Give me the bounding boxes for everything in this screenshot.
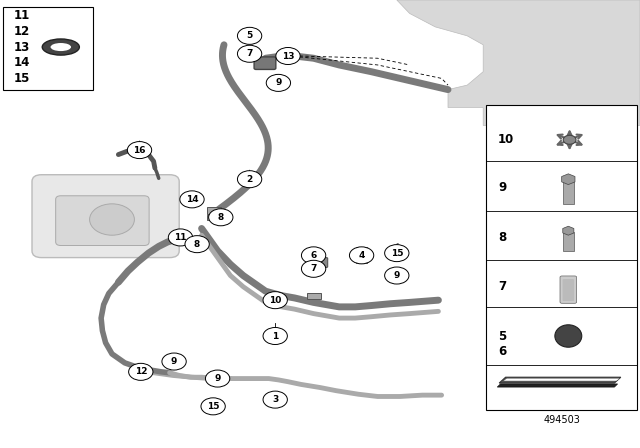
Text: 12: 12 [134, 367, 147, 376]
FancyBboxPatch shape [212, 372, 223, 378]
Ellipse shape [51, 43, 71, 51]
FancyBboxPatch shape [207, 207, 221, 214]
Circle shape [263, 292, 287, 309]
Text: 6: 6 [310, 251, 317, 260]
FancyBboxPatch shape [3, 7, 93, 90]
FancyBboxPatch shape [563, 181, 574, 204]
Circle shape [237, 27, 262, 44]
Text: 13: 13 [282, 52, 294, 60]
Text: 7: 7 [246, 49, 253, 58]
FancyBboxPatch shape [168, 356, 180, 361]
Text: 12: 12 [14, 25, 30, 38]
Circle shape [185, 236, 209, 253]
Text: 9: 9 [498, 181, 506, 194]
FancyBboxPatch shape [486, 105, 637, 410]
Circle shape [168, 229, 193, 246]
FancyBboxPatch shape [254, 57, 276, 69]
Circle shape [263, 327, 287, 345]
Text: 14: 14 [14, 56, 31, 69]
Polygon shape [397, 0, 640, 125]
Text: 8: 8 [194, 240, 200, 249]
Text: 16: 16 [133, 146, 146, 155]
Text: 2: 2 [246, 175, 253, 184]
Text: 14: 14 [186, 195, 198, 204]
FancyBboxPatch shape [356, 247, 367, 263]
Circle shape [127, 142, 152, 159]
Circle shape [205, 370, 230, 387]
FancyBboxPatch shape [563, 279, 574, 301]
Text: 13: 13 [14, 40, 30, 54]
Text: 5: 5 [498, 329, 506, 343]
Text: 15: 15 [207, 402, 220, 411]
Text: 494503: 494503 [543, 415, 580, 425]
Circle shape [263, 391, 287, 408]
Circle shape [385, 267, 409, 284]
Polygon shape [562, 174, 575, 185]
Text: 10: 10 [269, 296, 282, 305]
FancyBboxPatch shape [207, 215, 221, 220]
Text: 7: 7 [310, 264, 317, 273]
Polygon shape [497, 384, 618, 387]
Circle shape [209, 209, 233, 226]
Text: 6: 6 [498, 345, 506, 358]
Text: 9: 9 [171, 357, 177, 366]
FancyBboxPatch shape [307, 293, 321, 299]
Text: 4: 4 [358, 251, 365, 260]
Ellipse shape [555, 325, 582, 347]
Text: 5: 5 [246, 31, 253, 40]
Circle shape [237, 171, 262, 188]
Text: 15: 15 [14, 72, 31, 85]
Polygon shape [563, 226, 574, 235]
Text: 9: 9 [275, 78, 282, 87]
Circle shape [266, 74, 291, 91]
Circle shape [90, 204, 134, 235]
FancyBboxPatch shape [32, 175, 179, 258]
Circle shape [563, 135, 576, 144]
Circle shape [180, 191, 204, 208]
Circle shape [301, 260, 326, 277]
Ellipse shape [42, 39, 79, 55]
Text: 1: 1 [272, 332, 278, 340]
FancyBboxPatch shape [563, 232, 574, 251]
Text: 15: 15 [390, 249, 403, 258]
Text: 11: 11 [174, 233, 187, 242]
Text: 7: 7 [498, 280, 506, 293]
Circle shape [162, 353, 186, 370]
Text: 11: 11 [14, 9, 30, 22]
Text: 8: 8 [218, 213, 224, 222]
Text: 10: 10 [498, 133, 514, 146]
Circle shape [201, 398, 225, 415]
Circle shape [237, 45, 262, 62]
Circle shape [276, 47, 300, 65]
Circle shape [385, 245, 409, 262]
Text: 8: 8 [498, 231, 506, 244]
FancyBboxPatch shape [311, 258, 328, 267]
Text: 9: 9 [214, 374, 221, 383]
Circle shape [129, 363, 153, 380]
FancyBboxPatch shape [560, 276, 577, 303]
Circle shape [301, 247, 326, 264]
Circle shape [349, 247, 374, 264]
Polygon shape [499, 377, 621, 383]
Polygon shape [504, 379, 620, 381]
Text: 9: 9 [394, 271, 400, 280]
FancyBboxPatch shape [56, 196, 149, 246]
Text: 3: 3 [272, 395, 278, 404]
